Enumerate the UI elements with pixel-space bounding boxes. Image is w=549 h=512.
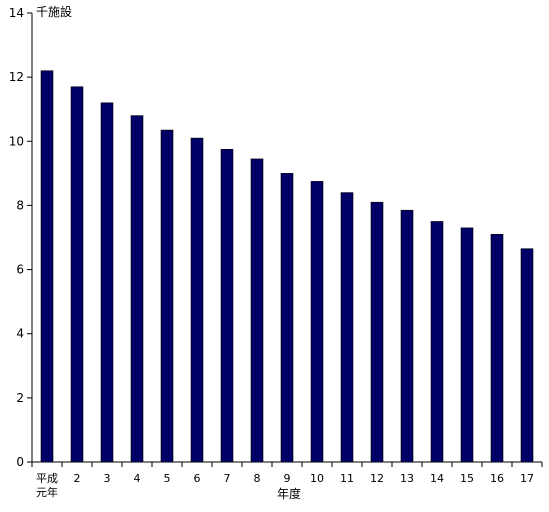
bar (100, 102, 114, 463)
bar (40, 70, 54, 463)
x-tick-label: 13 (400, 472, 414, 485)
y-tick-label: 8 (16, 198, 24, 212)
bar (310, 181, 324, 463)
y-tick-label: 12 (9, 70, 24, 84)
bar (370, 201, 384, 463)
x-tick-label: 平成元年 (36, 472, 58, 499)
x-tick-label: 3 (104, 472, 111, 485)
y-axis-label: 千施設 (36, 4, 72, 19)
x-axis-label: 年度 (277, 486, 301, 501)
bar (430, 221, 444, 463)
x-tick-label: 8 (254, 472, 261, 485)
x-tick-label: 2 (74, 472, 81, 485)
bars (40, 70, 534, 463)
bar (340, 192, 354, 463)
x-tick-label: 17 (520, 472, 534, 485)
x-tick-label: 11 (340, 472, 354, 485)
y-tick-label: 4 (16, 327, 24, 341)
bar (160, 129, 174, 463)
x-tick-label: 6 (194, 472, 201, 485)
bar (220, 149, 234, 463)
x-tick-label: 15 (460, 472, 474, 485)
bar (520, 248, 534, 463)
y-tick-label: 14 (9, 6, 24, 20)
x-tick-label: 10 (310, 472, 324, 485)
bar (280, 173, 294, 463)
bar (250, 158, 264, 463)
x-tick-label: 7 (224, 472, 231, 485)
bar (190, 137, 204, 463)
y-axis: 0 2 4 6 8 10 12 14 (9, 6, 33, 469)
x-tick-label: 5 (164, 472, 171, 485)
x-tick-label: 9 (284, 472, 291, 485)
x-tick-label: 12 (370, 472, 384, 485)
y-tick-label: 2 (16, 391, 24, 405)
x-tick-label: 4 (134, 472, 141, 485)
x-axis: 平成元年 2 3 4 5 6 7 8 9 10 11 12 13 14 15 16 17 (31, 461, 543, 499)
y-tick-label: 0 (16, 455, 24, 469)
bar (130, 115, 144, 463)
bar (490, 233, 504, 463)
x-tick-label: 16 (490, 472, 504, 485)
y-tick-label: 10 (9, 134, 24, 148)
bar (400, 209, 414, 463)
bar (460, 227, 474, 463)
x-tick-label: 14 (430, 472, 444, 485)
bar (70, 86, 84, 463)
y-tick-label: 6 (16, 263, 24, 277)
